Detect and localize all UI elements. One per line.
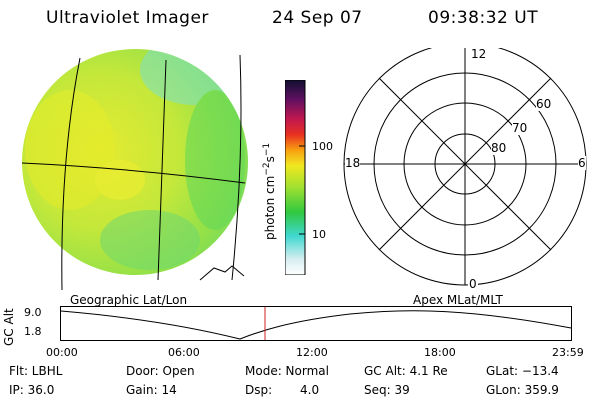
- geo-panel-label: Geographic Lat/Lon: [70, 293, 188, 307]
- xtick-0600: 06:00: [168, 346, 200, 359]
- mlat-label-70: 70: [512, 121, 528, 135]
- colorbar-unit-label: photon cm−2s−1: [262, 142, 277, 240]
- info-glat: GLat: −13.4: [486, 364, 559, 378]
- info-filter: Flt: LBHL: [9, 364, 63, 378]
- xtick-2359: 23:59: [552, 346, 584, 359]
- polar-plot: [343, 48, 587, 286]
- mlt-label-0: 0: [468, 277, 478, 291]
- altitude-curve: [60, 310, 572, 340]
- info-glon: GLon: 359.9: [486, 383, 559, 397]
- earth-disk: [22, 49, 248, 275]
- colorbar: [285, 80, 306, 275]
- date-label: 24 Sep 07: [272, 8, 363, 28]
- info-gc-altitude: GC Alt: 4.1 Re: [364, 364, 448, 378]
- uvi-image-panel: [21, 49, 248, 290]
- info-ip: IP: 36.0: [9, 383, 55, 397]
- info-dsp-value: 4.0: [300, 383, 320, 397]
- mlat-label-60: 60: [536, 97, 552, 111]
- colorbar-tick-100: 100: [312, 140, 333, 153]
- info-gain: Gain: 14: [126, 383, 177, 397]
- apex-panel-label: Apex MLat/MLT: [413, 293, 503, 307]
- polar-diagonal-2: [378, 77, 552, 251]
- xtick-1200: 12:00: [296, 346, 328, 359]
- altitude-ytick-low: 1.8: [24, 325, 42, 338]
- instrument-title: Ultraviolet Imager: [46, 8, 209, 28]
- altitude-ytick-high: 9.0: [24, 306, 42, 319]
- mlat-label-80: 80: [491, 141, 507, 155]
- xtick-0000: 00:00: [46, 346, 78, 359]
- lat-lon-grid: [21, 54, 246, 290]
- colorbar-tick-10: 10: [312, 228, 326, 241]
- mlt-label-18: 18: [345, 156, 361, 170]
- info-sequence: Seq: 39: [364, 383, 410, 397]
- info-mode: Mode: Normal: [245, 364, 329, 378]
- altitude-plot: [60, 306, 572, 341]
- altitude-axis-label: GC Alt: [2, 308, 16, 346]
- time-label: 09:38:32 UT: [428, 8, 539, 28]
- mlt-label-12: 12: [470, 47, 488, 61]
- xtick-1800: 18:00: [424, 346, 456, 359]
- info-door: Door: Open: [126, 364, 195, 378]
- mlt-label-6: 6: [578, 156, 586, 170]
- info-dsp-label: Dsp:: [245, 383, 273, 397]
